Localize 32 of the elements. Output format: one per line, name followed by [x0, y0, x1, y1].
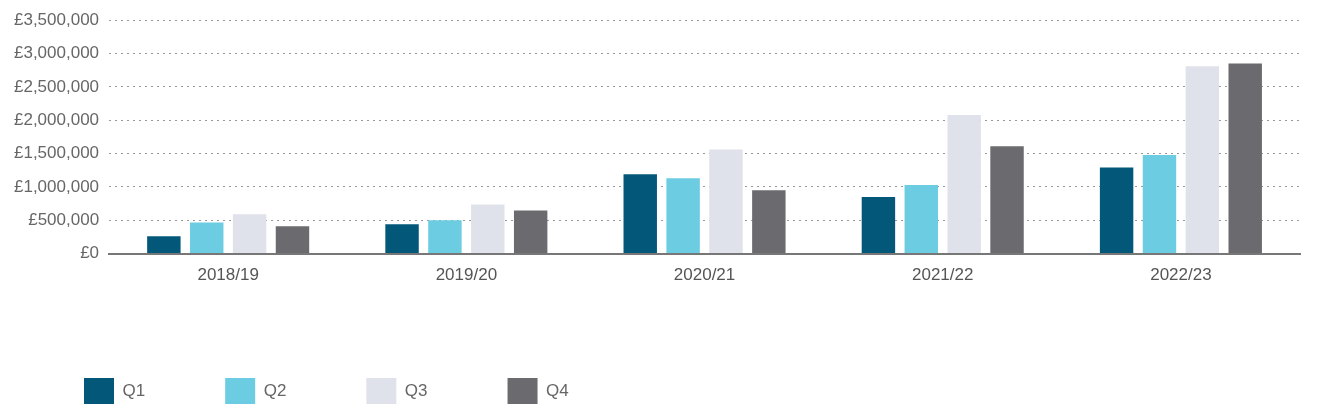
y-tick-label: £3,000,000	[13, 43, 100, 63]
y-tick-label: £2,000,000	[13, 109, 100, 129]
legend-label: Q2	[263, 380, 287, 400]
bar	[1142, 154, 1177, 254]
bar	[190, 222, 224, 254]
y-tick-label: £1,000,000	[13, 176, 100, 196]
y-tick-label: £3,500,000	[13, 9, 100, 29]
bar	[623, 174, 657, 254]
bar	[471, 204, 505, 254]
bar	[947, 114, 981, 254]
legend-label: Q3	[404, 380, 428, 400]
bar	[861, 196, 896, 254]
legend-label: Q1	[122, 380, 146, 400]
bar	[709, 149, 743, 254]
bar	[1099, 167, 1134, 254]
y-tick-label: £0	[80, 243, 100, 263]
bar	[428, 220, 462, 254]
x-tick-label: 2019/20	[435, 265, 498, 285]
bar	[666, 178, 700, 254]
y-tick-label: £2,500,000	[13, 76, 100, 96]
x-tick-label: 2021/22	[912, 265, 974, 285]
x-tick-label: 2020/21	[673, 265, 736, 285]
bar	[232, 214, 267, 254]
bar	[147, 236, 181, 254]
x-tick-label: 2018/19	[197, 265, 259, 285]
legend-label: Q4	[546, 380, 569, 400]
x-tick-label: 2022/23	[1150, 265, 1212, 285]
bar	[1185, 66, 1220, 254]
bar	[385, 224, 419, 254]
y-tick-label: £500,000	[28, 209, 100, 229]
y-tick-label: £1,500,000	[13, 143, 100, 163]
bar	[904, 184, 939, 254]
